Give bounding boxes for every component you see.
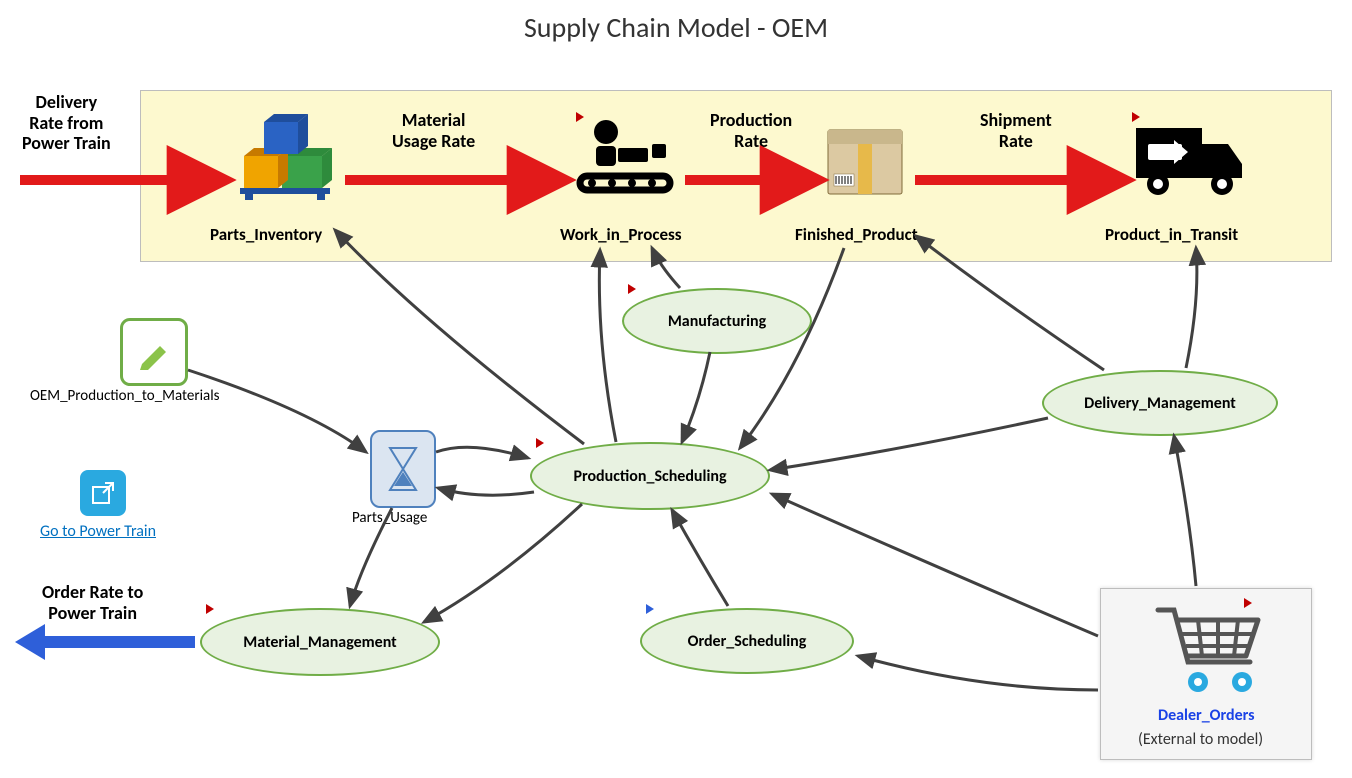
label-material-usage: Material Usage Rate <box>392 110 475 151</box>
marker-prodsched <box>536 438 544 448</box>
parts-usage-icon <box>370 430 436 508</box>
diagram-title: Supply Chain Model - OEM <box>0 10 1352 45</box>
label-shipment-rate: Shipment Rate <box>980 110 1052 151</box>
go-to-power-train-icon[interactable] <box>80 470 126 516</box>
label-external-to-model: (External to model) <box>1138 730 1263 749</box>
node-production-scheduling: Production_Scheduling <box>530 442 770 510</box>
marker-matmgmt <box>206 604 214 614</box>
oem-production-materials-icon <box>120 318 188 386</box>
marker-manufacturing <box>628 284 636 294</box>
go-to-power-train-link[interactable]: Go to Power Train <box>40 522 156 541</box>
marker-wip <box>576 112 584 122</box>
label-oem-production-materials: OEM_Production_to_Materials <box>30 388 220 405</box>
node-order-scheduling: Order_Scheduling <box>640 608 854 674</box>
marker-transit <box>1132 112 1140 122</box>
node-material-management-label: Material_Management <box>243 633 396 652</box>
node-order-scheduling-label: Order_Scheduling <box>688 632 807 651</box>
node-manufacturing: Manufacturing <box>622 288 812 354</box>
node-production-scheduling-label: Production_Scheduling <box>573 467 726 486</box>
node-delivery-management: Delivery_Management <box>1042 370 1278 436</box>
product-in-transit-icon <box>1130 118 1250 208</box>
label-parts-inventory: Parts_Inventory <box>210 225 322 245</box>
label-finished-product: Finished_Product <box>795 225 918 245</box>
dealer-orders-cart-icon <box>1150 600 1270 700</box>
work-in-process-icon <box>570 118 680 208</box>
label-dealer-orders: Dealer_Orders <box>1158 706 1255 725</box>
marker-dealer-orders <box>1244 598 1252 608</box>
node-manufacturing-label: Manufacturing <box>668 312 766 331</box>
node-material-management: Material_Management <box>200 608 440 676</box>
label-work-in-process: Work_in_Process <box>560 225 682 245</box>
label-product-in-transit: Product_in_Transit <box>1105 225 1238 245</box>
node-delivery-management-label: Delivery_Management <box>1084 394 1236 413</box>
label-delivery-rate: Delivery Rate from Power Train <box>22 92 111 154</box>
marker-ordersched <box>646 604 654 614</box>
label-production-rate: Production Rate <box>710 110 792 151</box>
label-parts-usage: Parts_Usage <box>352 510 427 527</box>
parts-inventory-icon <box>230 108 340 203</box>
finished-product-icon <box>820 118 910 203</box>
label-order-rate: Order Rate to Power Train <box>42 582 143 623</box>
